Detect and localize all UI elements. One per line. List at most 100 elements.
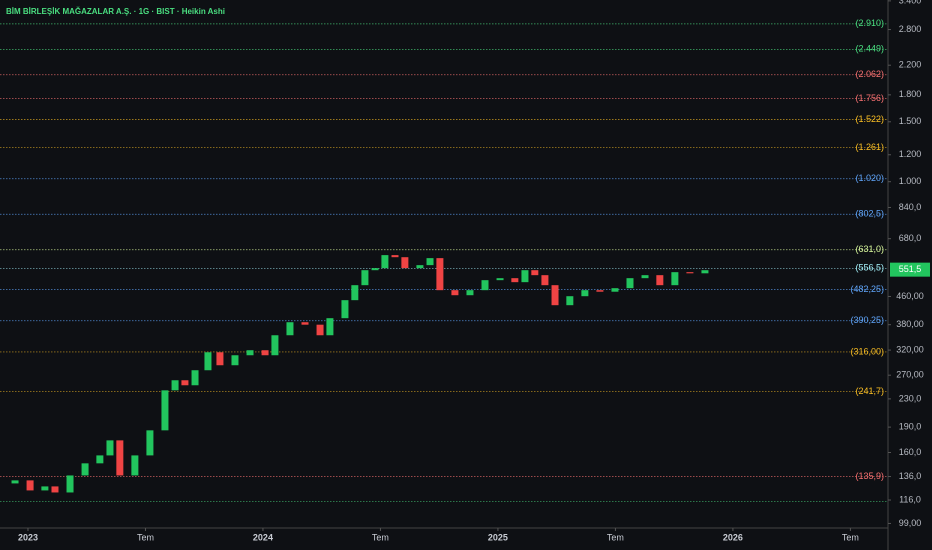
candle-body	[41, 486, 49, 491]
candle-body	[581, 290, 589, 297]
x-tick-label: Tem	[842, 532, 859, 542]
level-label: (1.756)	[855, 93, 884, 103]
y-tick-label: 230,0	[899, 393, 922, 403]
y-tick-label: 1.200	[899, 149, 922, 159]
candle-body	[96, 455, 104, 464]
candle-body	[131, 455, 139, 476]
candle-body	[246, 350, 254, 356]
level-label: (1.261)	[855, 142, 884, 152]
candle-body	[466, 290, 474, 296]
y-tick-label: 116,0	[899, 494, 921, 504]
candle-body	[451, 290, 459, 296]
level-label: (802,5)	[855, 209, 884, 219]
level-label: (482,25)	[850, 284, 884, 294]
candle-body	[351, 285, 359, 301]
candle-body	[51, 486, 59, 493]
x-tick-label: 2024	[253, 532, 273, 542]
candle-body	[381, 255, 389, 269]
x-tick-label: Tem	[607, 532, 624, 542]
candle-body	[341, 300, 349, 319]
candle-body	[106, 440, 114, 456]
candle-body	[626, 278, 634, 289]
candle-body	[531, 270, 539, 276]
candle-body	[81, 463, 89, 476]
level-label: (2.449)	[855, 44, 884, 54]
y-tick-label: 160,0	[899, 447, 922, 457]
candle-body	[191, 370, 199, 386]
candle-body	[656, 275, 664, 286]
candle-body	[26, 480, 34, 491]
y-tick-label: 3.400	[899, 0, 922, 5]
y-tick-label: 320,00	[896, 344, 924, 354]
candle-body	[66, 475, 74, 493]
y-tick-label: 1.000	[899, 176, 922, 186]
last-price-label: 551,5	[899, 264, 922, 274]
x-tick-label: Tem	[372, 532, 389, 542]
candle-body	[596, 290, 604, 292]
candle-body	[671, 272, 679, 286]
candle-body	[261, 350, 269, 356]
y-tick-label: 1.800	[899, 89, 922, 99]
x-tick-label: 2025	[488, 532, 508, 542]
level-label: (2.062)	[855, 69, 884, 79]
candle-body	[361, 270, 369, 286]
candle-body	[326, 318, 334, 336]
y-tick-label: 680,0	[899, 233, 922, 243]
y-tick-label: 380,00	[896, 319, 924, 329]
level-label: (390,25)	[850, 315, 884, 325]
level-label: (241,7)	[855, 386, 884, 396]
level-label: (1.522)	[855, 114, 884, 124]
level-label: (2.910)	[855, 18, 884, 28]
candle-body	[641, 275, 649, 279]
y-tick-label: 2.800	[899, 24, 922, 34]
candle-body	[401, 257, 409, 269]
candle-body	[686, 272, 694, 274]
candle-body	[231, 355, 239, 366]
candle-body	[701, 270, 709, 274]
candle-body	[551, 285, 559, 306]
candle-body	[271, 335, 279, 356]
candle-body	[416, 265, 424, 269]
candle-body	[216, 352, 224, 366]
candle-body	[566, 296, 574, 306]
level-label: (556,5)	[855, 263, 884, 273]
y-tick-label: 1.500	[899, 116, 922, 126]
y-tick-label: 460,00	[896, 291, 924, 301]
last-price-badge	[890, 262, 930, 277]
chart-title: BİM BİRLEŞİK MAĞAZALAR A.Ş. · 1G · BIST …	[6, 7, 225, 16]
x-tick-label: Tem	[137, 532, 154, 542]
candle-body	[181, 380, 189, 386]
candle-body	[391, 255, 399, 258]
y-tick-label: 99,00	[899, 518, 922, 528]
level-label: (1.020)	[855, 173, 884, 183]
candle-body	[116, 440, 124, 476]
candle-body	[511, 278, 519, 283]
candle-body	[436, 258, 444, 291]
candle-body	[171, 380, 179, 391]
candle-body	[371, 268, 379, 271]
candle-body	[316, 324, 324, 336]
y-tick-label: 190,0	[899, 421, 922, 431]
candle-body	[161, 390, 169, 431]
level-label: (316,00)	[850, 346, 884, 356]
candle-body	[521, 270, 529, 283]
candle-body	[541, 275, 549, 286]
y-tick-label: 2.200	[899, 60, 922, 70]
candle-body	[204, 352, 212, 371]
x-tick-label: 2023	[18, 532, 38, 542]
candle-body	[481, 280, 489, 291]
candle-body	[11, 480, 19, 484]
y-tick-label: 136,0	[899, 471, 922, 481]
candle-body	[496, 278, 504, 281]
candle-body	[426, 258, 434, 266]
candle-body	[611, 288, 619, 292]
candle-body	[286, 322, 294, 336]
y-tick-label: 840,0	[899, 202, 922, 212]
level-label: (135,9)	[855, 471, 884, 481]
level-label: (631,0)	[855, 244, 884, 254]
candle-body	[301, 322, 309, 325]
candle-body	[146, 430, 154, 456]
y-tick-label: 270,00	[896, 370, 924, 380]
